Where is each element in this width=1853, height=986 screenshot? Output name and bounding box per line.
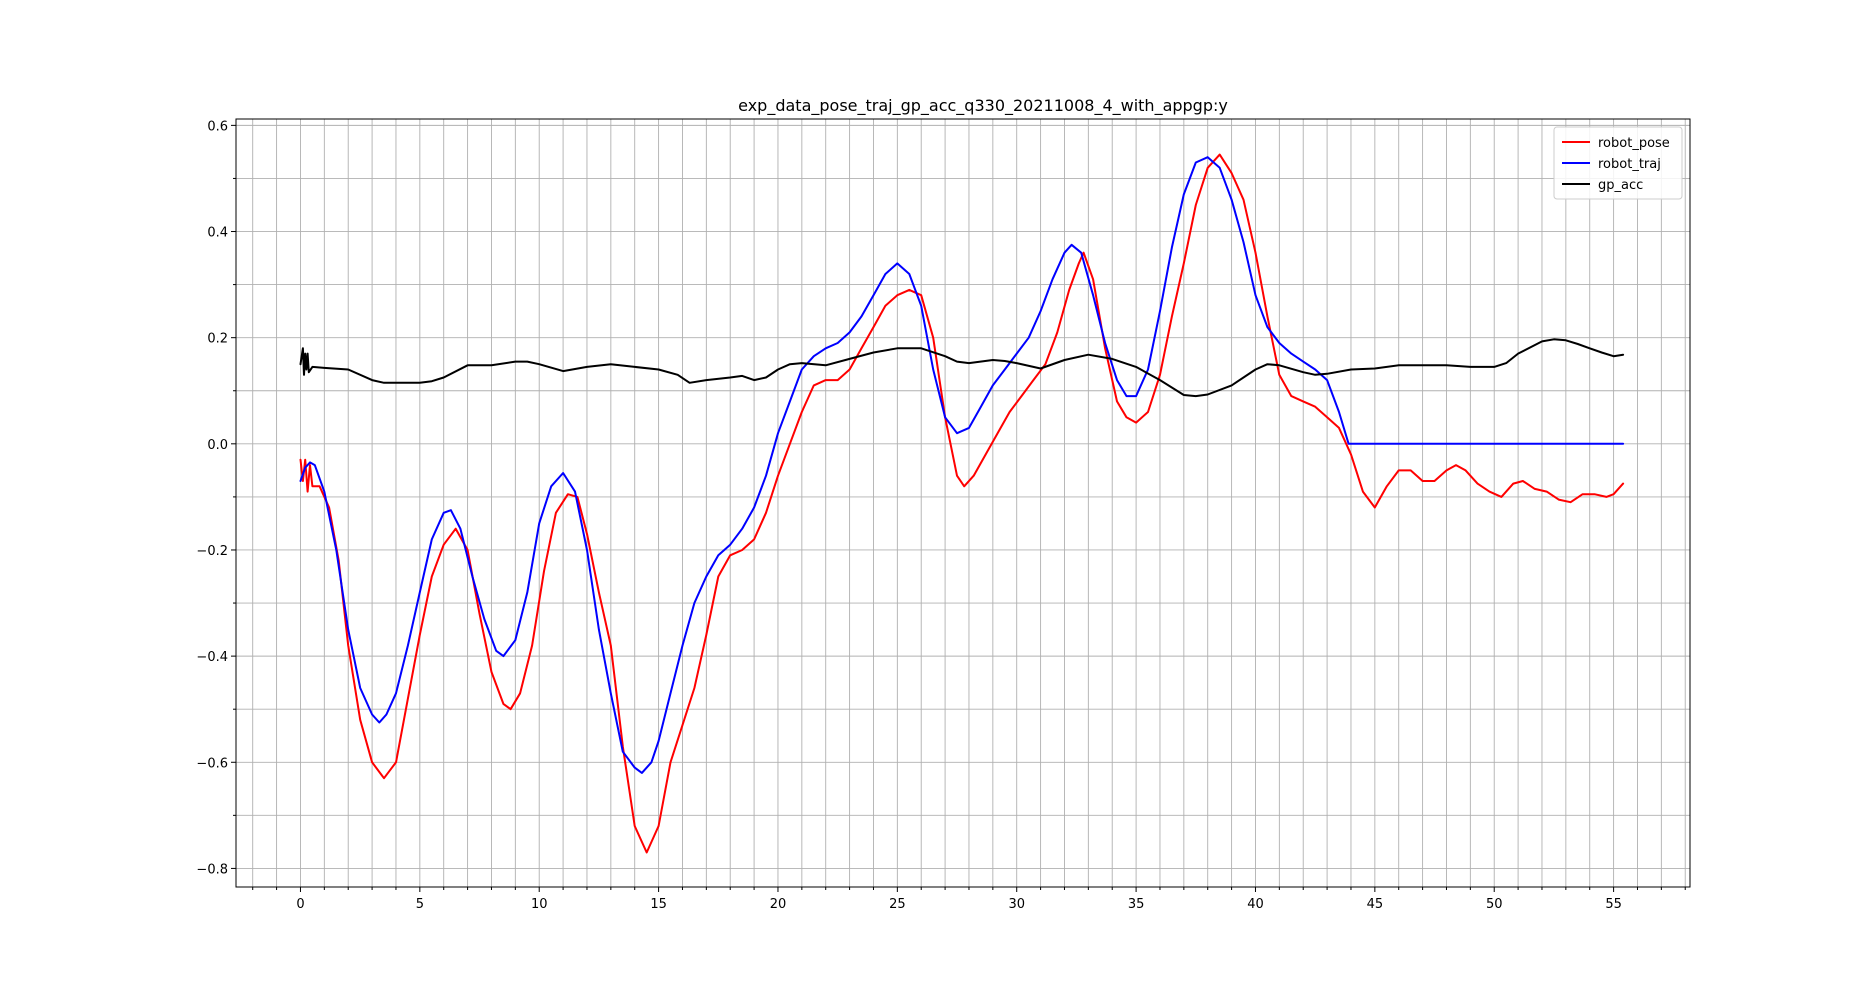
y-tick-label: −0.8 (196, 862, 228, 877)
x-tick-label: 10 (531, 897, 548, 912)
x-tick-label: 25 (889, 897, 906, 912)
axis-ticks: 0 5 10 15 20 25 30 35 40 45 50 55 −0.8 −0.6 −0.4 −0.2 0.… (196, 119, 1686, 912)
legend: robot_pose robot_traj gp_acc (1553, 126, 1683, 200)
x-tick-label: 0 (296, 897, 304, 912)
x-tick-label: 20 (770, 897, 787, 912)
series-line-robot-traj (299, 156, 1625, 774)
y-tick-label: −0.4 (196, 650, 228, 665)
x-tick-label: 30 (1008, 897, 1025, 912)
series-line-gp-acc (299, 338, 1625, 398)
legend-label: robot_traj (1598, 157, 1661, 172)
grid (236, 119, 1690, 887)
legend-box (1553, 126, 1683, 200)
x-tick-label: 5 (416, 897, 424, 912)
legend-label: robot_pose (1598, 136, 1670, 151)
legend-label: gp_acc (1598, 178, 1643, 193)
series-lines (299, 153, 1625, 854)
x-tick-label: 40 (1247, 897, 1264, 912)
y-tick-label: −0.2 (196, 544, 228, 559)
x-tick-label: 15 (650, 897, 667, 912)
x-tick-label: 45 (1367, 897, 1384, 912)
y-tick-label: −0.6 (196, 756, 228, 771)
y-tick-label: 0.4 (207, 226, 228, 241)
y-tick-label: 0.0 (207, 438, 228, 453)
chart-title: exp_data_pose_traj_gp_acc_q330_20211008_… (738, 96, 1228, 116)
x-tick-label: 35 (1128, 897, 1145, 912)
y-tick-label: 0.2 (207, 332, 228, 347)
plot-area-frame (235, 118, 1691, 888)
y-tick-label: 0.6 (207, 119, 228, 134)
x-tick-label: 55 (1605, 897, 1622, 912)
x-tick-label: 50 (1486, 897, 1503, 912)
